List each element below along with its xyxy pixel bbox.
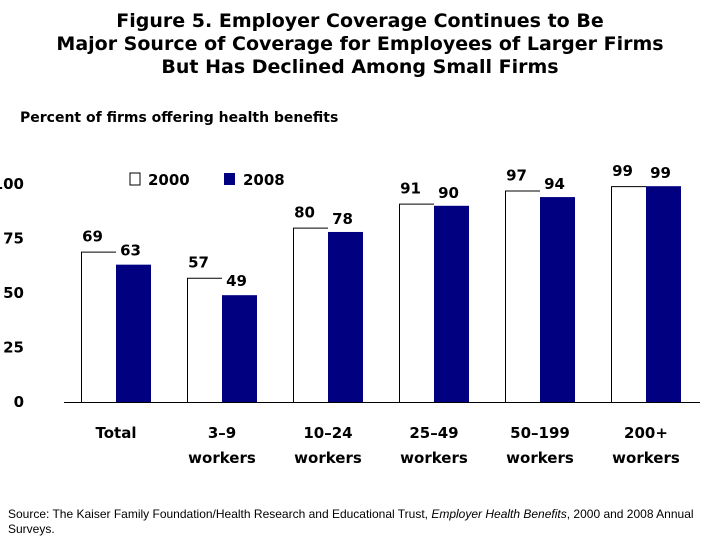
value-label-2000: 99 [612,162,633,180]
source-prefix: Source: The Kaiser Family Foundation/Hea… [8,507,432,521]
value-label-2000: 97 [506,167,527,185]
bar-2000-edge [611,186,646,402]
title-line-2: Major Source of Coverage for Employees o… [56,33,664,55]
value-label-2008: 94 [544,175,565,193]
source-title: Employer Health Benefits [431,507,567,521]
legend-label-2000: 2000 [148,171,190,189]
y-tick-label: 50 [3,284,24,302]
bar-2000 [293,227,328,402]
y-tick-label: 75 [3,230,24,248]
bar-2000 [187,277,222,402]
value-label-2000: 57 [188,254,209,272]
chart-title: Figure 5. Employer Coverage Continues to… [0,10,720,79]
x-tick-label: Total [96,424,137,442]
x-tick-label: workers [612,449,680,467]
bar-2008 [328,231,363,402]
value-label-2000: 91 [400,180,421,198]
x-tick-label: 10–24 [303,424,352,442]
source-note: Source: The Kaiser Family Foundation/Hea… [8,507,708,537]
y-tick-label: 0 [14,393,24,411]
x-tick-label: workers [506,449,574,467]
bar-2000 [505,190,540,402]
value-label-2008: 49 [226,272,247,290]
x-tick-label: 25–49 [409,424,458,442]
bar-2000-edge [505,190,540,402]
value-label-2000: 80 [294,204,315,222]
bar-2008 [646,186,681,402]
x-tick-label: 200+ [624,424,668,442]
bar-2008 [116,264,151,402]
bar-2000 [399,203,434,402]
legend-label-2008: 2008 [243,171,285,189]
bar-2000-edge [293,227,328,402]
source-suffix: , 2000 and 2008 Annual Surveys. [8,507,694,536]
x-tick-label: workers [294,449,362,467]
bar-2000-edge [187,277,222,402]
value-label-2008: 90 [438,184,459,202]
bar-2008 [222,295,257,402]
y-tick-label: 100 [0,175,24,193]
x-tick-label: workers [400,449,468,467]
y-tick-label: 25 [3,339,24,357]
x-tick-label: workers [188,449,256,467]
value-label-2008: 99 [650,164,671,182]
value-label-2008: 78 [332,210,353,228]
chart-subtitle: Percent of firms offering health benefit… [20,110,339,126]
value-label-2008: 63 [120,242,141,260]
x-tick-label: 3–9 [208,424,236,442]
bar-2008 [434,205,469,402]
legend-swatch-2000 [129,172,141,186]
title-line-1: Figure 5. Employer Coverage Continues to… [116,10,604,32]
bar-2000 [611,186,646,402]
bar-2000-edge [81,251,116,402]
x-tick-label: 50–199 [510,424,570,442]
value-label-2000: 69 [82,228,103,246]
bar-2008 [540,197,575,402]
bar-2000-edge [399,203,434,402]
legend-swatch-2008 [224,173,235,185]
bar-2000 [81,251,116,402]
title-line-3: But Has Declined Among Small Firms [161,56,559,78]
